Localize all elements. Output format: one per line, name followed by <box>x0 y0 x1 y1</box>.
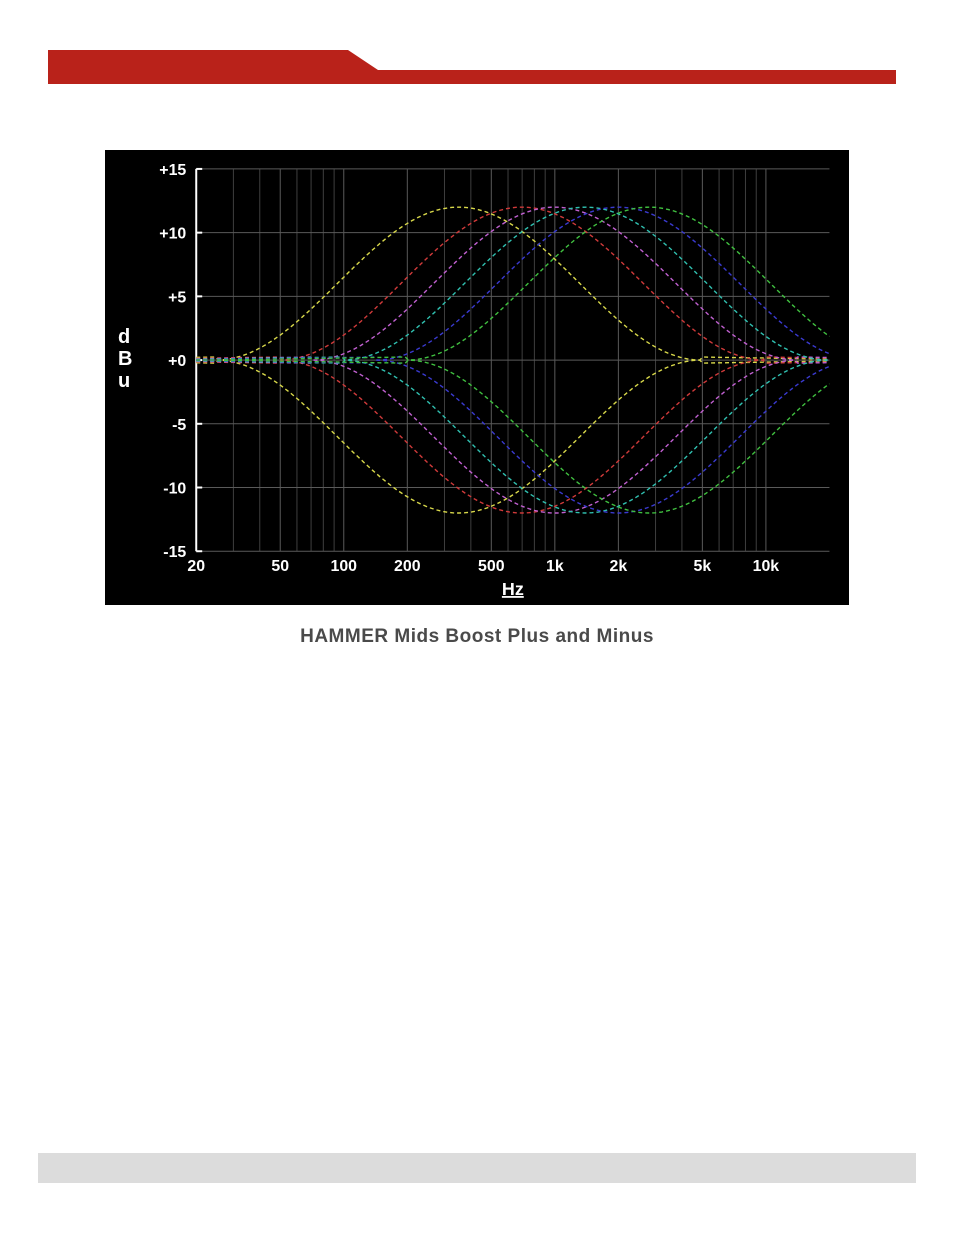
svg-text:10k: 10k <box>753 558 780 575</box>
eq-chart: -15 -10 -5 +0 +5 +10 +15 20 50 100 200 500 1k 2k 5k 10k… <box>105 150 849 605</box>
svg-text:500: 500 <box>478 558 505 575</box>
header-accent-notch <box>348 50 378 70</box>
svg-text:5k: 5k <box>694 558 712 575</box>
svg-text:20: 20 <box>187 558 205 575</box>
svg-text:50: 50 <box>271 558 289 575</box>
eq-chart-svg: -15 -10 -5 +0 +5 +10 +15 20 50 100 200 500 1k 2k 5k 10k… <box>106 151 848 604</box>
chart-caption: HAMMER Mids Boost Plus and Minus <box>0 626 954 648</box>
svg-text:+15: +15 <box>159 162 186 179</box>
svg-text:-10: -10 <box>163 480 186 497</box>
header-bar <box>48 50 896 84</box>
footer-bar <box>38 1153 916 1183</box>
svg-text:-5: -5 <box>172 417 186 434</box>
svg-text:+0: +0 <box>168 353 186 370</box>
y-axis-label: dBu <box>118 326 132 392</box>
svg-text:+10: +10 <box>159 226 186 243</box>
header-accent-left <box>48 50 348 84</box>
svg-text:Hz: Hz <box>502 579 524 599</box>
svg-text:2k: 2k <box>610 558 628 575</box>
header-accent-right <box>338 70 896 84</box>
svg-text:1k: 1k <box>546 558 564 575</box>
svg-text:+5: +5 <box>168 289 186 306</box>
svg-text:200: 200 <box>394 558 421 575</box>
svg-text:-15: -15 <box>163 544 186 561</box>
svg-text:100: 100 <box>330 558 357 575</box>
